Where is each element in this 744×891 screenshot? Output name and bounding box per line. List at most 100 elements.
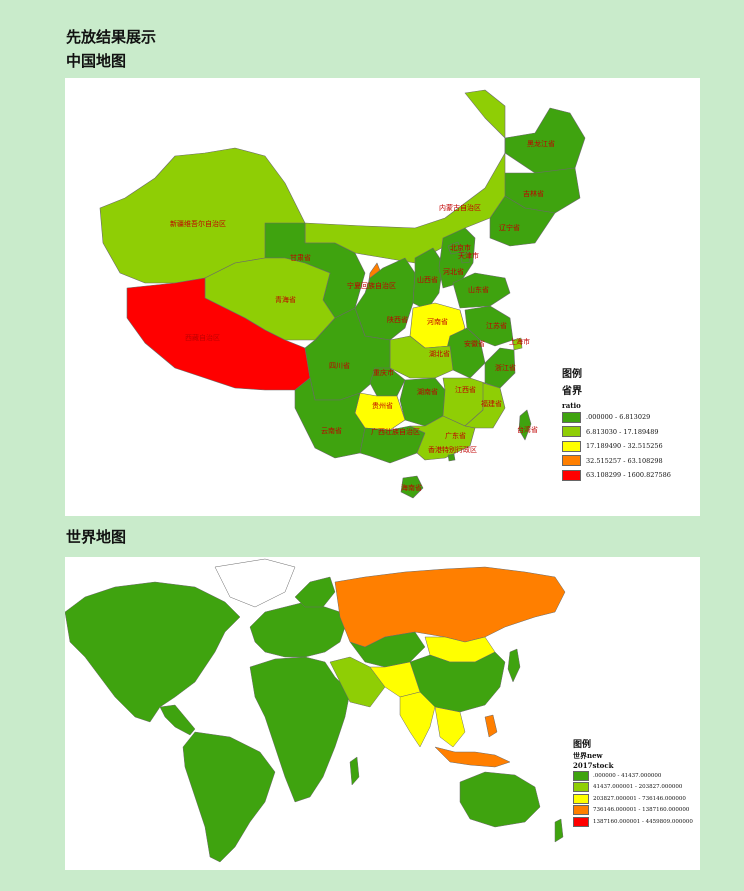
china-map-panel: 黑龙江省 吉林省 辽宁省 内蒙古自治区 新疆维吾尔自治区 西藏自治区 青海省 甘… bbox=[65, 78, 700, 516]
label-hubei: 湖北省 bbox=[429, 349, 450, 358]
legend-class: 63.108299 - 1600.827586 bbox=[562, 468, 671, 483]
province-shanghai bbox=[512, 337, 523, 351]
label-shanxi: 山西省 bbox=[417, 275, 438, 284]
legend-field-name: 2017stock bbox=[573, 761, 614, 770]
legend-class-label: .000000 - 41437.000000 bbox=[593, 772, 662, 779]
province-hubei bbox=[389, 335, 454, 379]
region-south-america bbox=[182, 731, 276, 863]
label-ningxia: 宁夏回族自治区 bbox=[347, 281, 396, 290]
legend-field-name: ratio bbox=[562, 401, 581, 410]
region-southeast-asia bbox=[434, 706, 466, 748]
province-shanxi bbox=[412, 247, 444, 311]
label-jiangxi: 江西省 bbox=[455, 385, 476, 394]
legend-swatch bbox=[573, 805, 589, 816]
label-hainan: 海南省 bbox=[401, 483, 422, 492]
legend-class: 41437.000001 - 203827.000000 bbox=[573, 782, 693, 794]
province-shaanxi bbox=[354, 257, 416, 341]
legend-swatch bbox=[562, 440, 581, 452]
region-north-america bbox=[65, 581, 241, 723]
legend-class-label: 736146.000001 - 1387160.000000 bbox=[593, 807, 690, 814]
label-taiwan: 台湾省 bbox=[517, 425, 538, 434]
legend-swatch bbox=[562, 426, 581, 438]
province-guangdong bbox=[409, 415, 476, 461]
legend-title: 图例 bbox=[562, 369, 582, 380]
region-central-asia bbox=[349, 631, 426, 668]
label-fujian: 福建省 bbox=[481, 399, 502, 408]
province-beijing bbox=[447, 241, 462, 255]
label-guangdong: 广东省 bbox=[445, 431, 466, 440]
legend-swatch bbox=[562, 411, 581, 423]
label-liaoning: 辽宁省 bbox=[499, 223, 520, 232]
label-gansu: 甘肃省 bbox=[290, 253, 311, 262]
province-shandong bbox=[452, 272, 511, 309]
legend-class: .000000 - 41437.000000 bbox=[573, 770, 693, 782]
province-hainan bbox=[400, 475, 424, 499]
legend-layer-name: 世界new bbox=[573, 751, 603, 760]
region-scandinavia bbox=[294, 576, 336, 608]
region-japan bbox=[507, 648, 521, 683]
province-hongkong bbox=[447, 453, 456, 462]
world-section-title: 世界地图 bbox=[66, 528, 127, 546]
world-map bbox=[65, 558, 566, 863]
label-tianjin: 天津市 bbox=[458, 251, 479, 260]
label-guangxi: 广西壮族自治区 bbox=[371, 427, 420, 436]
world-map-panel: 图例 世界new 2017stock .000000 - 41437.00000… bbox=[65, 557, 700, 870]
china-map: 黑龙江省 吉林省 辽宁省 内蒙古自治区 新疆维吾尔自治区 西藏自治区 青海省 甘… bbox=[99, 89, 586, 499]
region-india bbox=[399, 691, 436, 748]
legend-class: 17.189490 - 32.515256 bbox=[562, 439, 671, 454]
region-russia bbox=[334, 566, 566, 648]
legend-swatch bbox=[573, 770, 589, 781]
label-zhejiang: 浙江省 bbox=[495, 363, 516, 372]
label-yunnan: 云南省 bbox=[321, 426, 342, 435]
label-qinghai: 青海省 bbox=[275, 295, 296, 304]
legend-class: 1387160.000001 - 4459809.000000 bbox=[573, 816, 693, 828]
label-sichuan: 四川省 bbox=[329, 361, 350, 370]
label-jiangsu: 江苏省 bbox=[486, 321, 507, 330]
legend-class: 32.515257 - 63.108298 bbox=[562, 454, 671, 469]
label-henan: 河南省 bbox=[427, 317, 448, 326]
label-chongqing: 重庆市 bbox=[373, 368, 394, 377]
china-map-legend: 图例 省界 ratio .000000 - 6.813029 6.813030 … bbox=[562, 365, 671, 483]
province-tianjin bbox=[460, 251, 471, 264]
label-xizang: 西藏自治区 bbox=[185, 333, 220, 342]
legend-class-label: 17.189490 - 32.515256 bbox=[586, 442, 663, 451]
province-fujian bbox=[464, 382, 506, 429]
china-section-title: 中国地图 bbox=[66, 52, 127, 70]
legend-class-label: 1387160.000001 - 4459809.000000 bbox=[593, 818, 693, 825]
legend-title: 图例 bbox=[573, 740, 592, 750]
province-hebei bbox=[438, 227, 476, 289]
label-hongkong: 香港特别行政区 bbox=[428, 445, 477, 454]
label-neimenggu: 内蒙古自治区 bbox=[439, 203, 481, 212]
legend-class-label: 63.108299 - 1600.827586 bbox=[586, 471, 671, 480]
legend-class-label: .000000 - 6.813029 bbox=[586, 413, 651, 422]
province-liaoning bbox=[489, 195, 556, 247]
label-xinjiang: 新疆维吾尔自治区 bbox=[170, 219, 226, 228]
label-heilongjiang: 黑龙江省 bbox=[527, 139, 555, 148]
label-hebei: 河北省 bbox=[443, 267, 464, 276]
label-shanghai: 上海市 bbox=[509, 337, 530, 346]
page-heading: 先放结果展示 bbox=[66, 28, 157, 46]
region-philippines bbox=[484, 714, 498, 738]
region-europe bbox=[249, 601, 346, 658]
label-hunan: 湖南省 bbox=[417, 387, 438, 396]
province-taiwan bbox=[518, 409, 532, 441]
province-neimenggu bbox=[304, 89, 506, 264]
legend-class-label: 203827.000001 - 736146.000000 bbox=[593, 795, 686, 802]
legend-class: 736146.000001 - 1387160.000000 bbox=[573, 805, 693, 817]
label-anhui: 安徽省 bbox=[464, 339, 485, 348]
legend-swatch bbox=[562, 469, 581, 481]
region-australia bbox=[459, 771, 541, 828]
region-new-zealand bbox=[554, 818, 564, 843]
region-middle-east bbox=[329, 656, 386, 708]
label-jilin: 吉林省 bbox=[523, 189, 544, 198]
label-beijing: 北京市 bbox=[450, 243, 471, 252]
legend-class: .000000 - 6.813029 bbox=[562, 410, 671, 425]
label-guizhou: 贵州省 bbox=[372, 401, 393, 410]
legend-swatch bbox=[573, 782, 589, 793]
legend-layer-name: 省界 bbox=[562, 386, 582, 397]
region-madagascar bbox=[349, 756, 360, 786]
label-shaanxi: 陕西省 bbox=[387, 315, 408, 324]
province-labels: 黑龙江省 吉林省 辽宁省 内蒙古自治区 新疆维吾尔自治区 西藏自治区 青海省 甘… bbox=[170, 139, 555, 492]
label-shandong: 山东省 bbox=[468, 285, 489, 294]
region-indonesia bbox=[434, 746, 511, 768]
